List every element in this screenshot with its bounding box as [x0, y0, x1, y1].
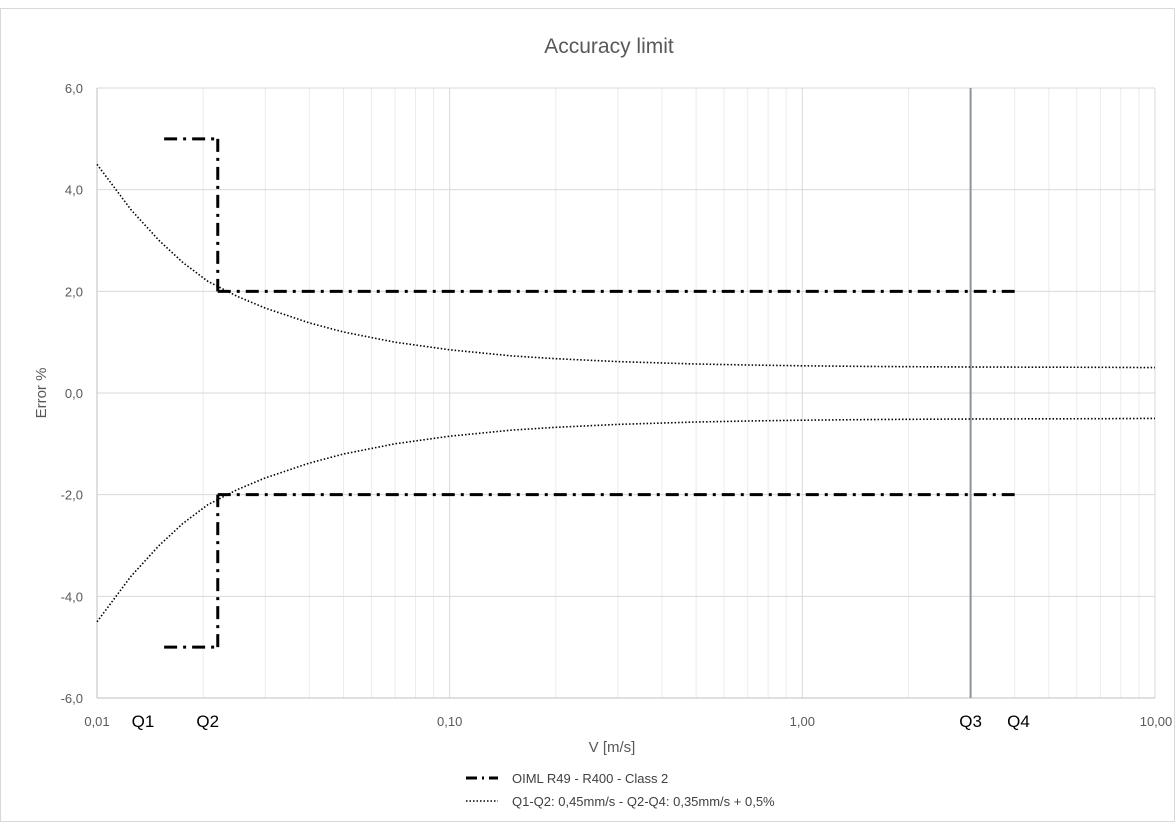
y-tick-label: -4,0 — [61, 589, 83, 604]
q-marker-label: Q4 — [1007, 712, 1030, 731]
x-tick-label: 0,01 — [84, 714, 109, 729]
limit-curve-upper — [96, 163, 1156, 369]
x-tick-label: 10,00 — [1140, 714, 1173, 729]
x-tick-label: 0,10 — [437, 714, 462, 729]
legend: OIML R49 - R400 - Class 2 Q1-Q2: 0,45mm/… — [466, 771, 775, 809]
legend-label-oiml: OIML R49 - R400 - Class 2 — [512, 771, 668, 786]
q-markers: Q1 Q2 Q3 Q4 — [132, 712, 1030, 731]
tick-labels: 6,0 4,0 2,0 0,0 -2,0 -4,0 -6,00,01 0,10 1,00 10,0… — [61, 81, 1173, 729]
legend-label-limit-curve: Q1-Q2: 0,45mm/s - Q2-Q4: 0,35mm/s + 0,5% — [512, 794, 775, 809]
y-tick-label: 0,0 — [65, 386, 83, 401]
q-marker-label: Q3 — [959, 712, 982, 731]
axes — [96, 88, 1155, 699]
x-tick-label: 1,00 — [790, 714, 815, 729]
chart-title: Accuracy limit — [544, 35, 674, 58]
y-tick-label: -6,0 — [61, 691, 83, 706]
y-tick-label: 2,0 — [65, 284, 83, 299]
x-axis-label: V [m/s] — [589, 739, 636, 756]
y-tick-label: -2,0 — [61, 488, 83, 503]
limit-curve-lower — [96, 417, 1156, 623]
y-tick-label: 6,0 — [65, 81, 83, 96]
q-marker-label: Q1 — [132, 712, 155, 731]
series-layer — [96, 137, 1156, 649]
y-axis-label: Error % — [33, 368, 50, 419]
y-tick-label: 4,0 — [65, 183, 83, 198]
chart-border — [0, 8, 1175, 822]
q-marker-label: Q2 — [196, 712, 219, 731]
